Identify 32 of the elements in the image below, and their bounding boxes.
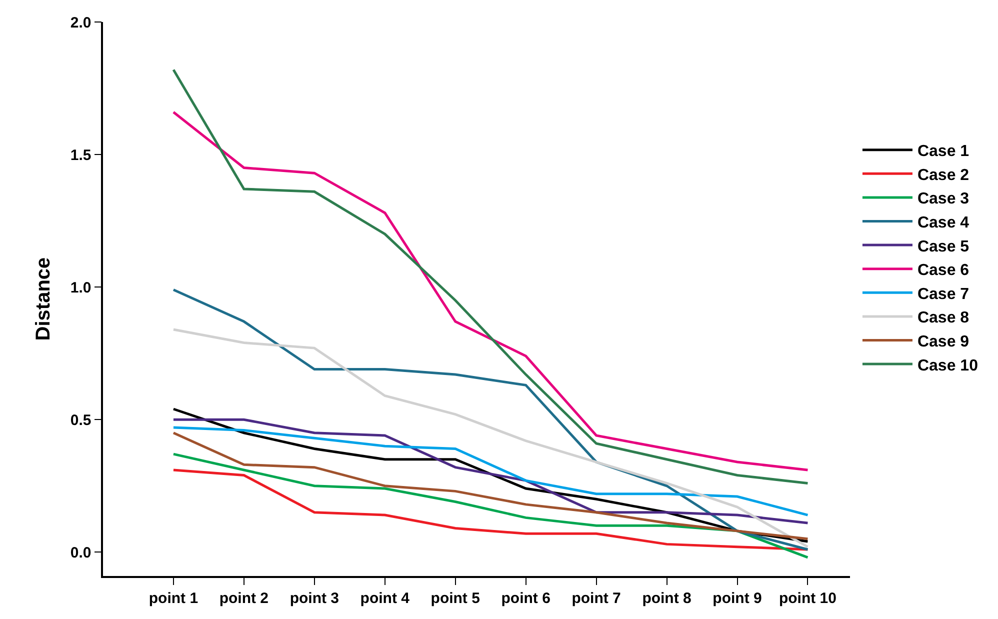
line-series [172, 418, 809, 524]
line-series [172, 452, 809, 559]
line-series [172, 426, 809, 516]
x-tick-label: point 1 [148, 590, 198, 607]
legend-label: Case 5 [917, 238, 970, 256]
y-tick-label: 0.5 [70, 412, 92, 429]
x-tick-label: point 3 [290, 590, 340, 607]
legend-label: Case 4 [917, 214, 970, 232]
legend-label: Case 9 [917, 333, 970, 350]
legend-label: Case 1 [917, 143, 970, 160]
x-tick-label: point 2 [219, 590, 269, 607]
y-axis-title: Distance [32, 257, 54, 341]
legend-label: Case 2 [917, 166, 970, 184]
line-series [172, 328, 809, 548]
legend-label: Case 8 [917, 310, 970, 327]
legend-label: Case 3 [917, 190, 970, 208]
line-series [172, 432, 809, 540]
legend-label: Case 7 [917, 286, 970, 303]
x-tick-label: point 9 [712, 590, 762, 607]
legend-label: Case 10 [917, 357, 978, 374]
y-tick-label: 2.0 [70, 14, 92, 32]
x-tick-label: point 6 [501, 590, 550, 607]
x-tick-label: point 10 [778, 590, 836, 607]
legend-label: Case 6 [917, 262, 970, 280]
x-tick-label: point 4 [360, 590, 410, 607]
y-tick-label: 1.5 [70, 146, 92, 164]
y-tick-label: 0.0 [70, 544, 92, 562]
y-tick-label: 1.0 [70, 279, 92, 296]
x-tick-label: point 8 [642, 590, 692, 607]
x-tick-label: point 7 [572, 590, 621, 607]
x-tick-label: point 5 [430, 590, 480, 607]
line-series [172, 288, 809, 551]
